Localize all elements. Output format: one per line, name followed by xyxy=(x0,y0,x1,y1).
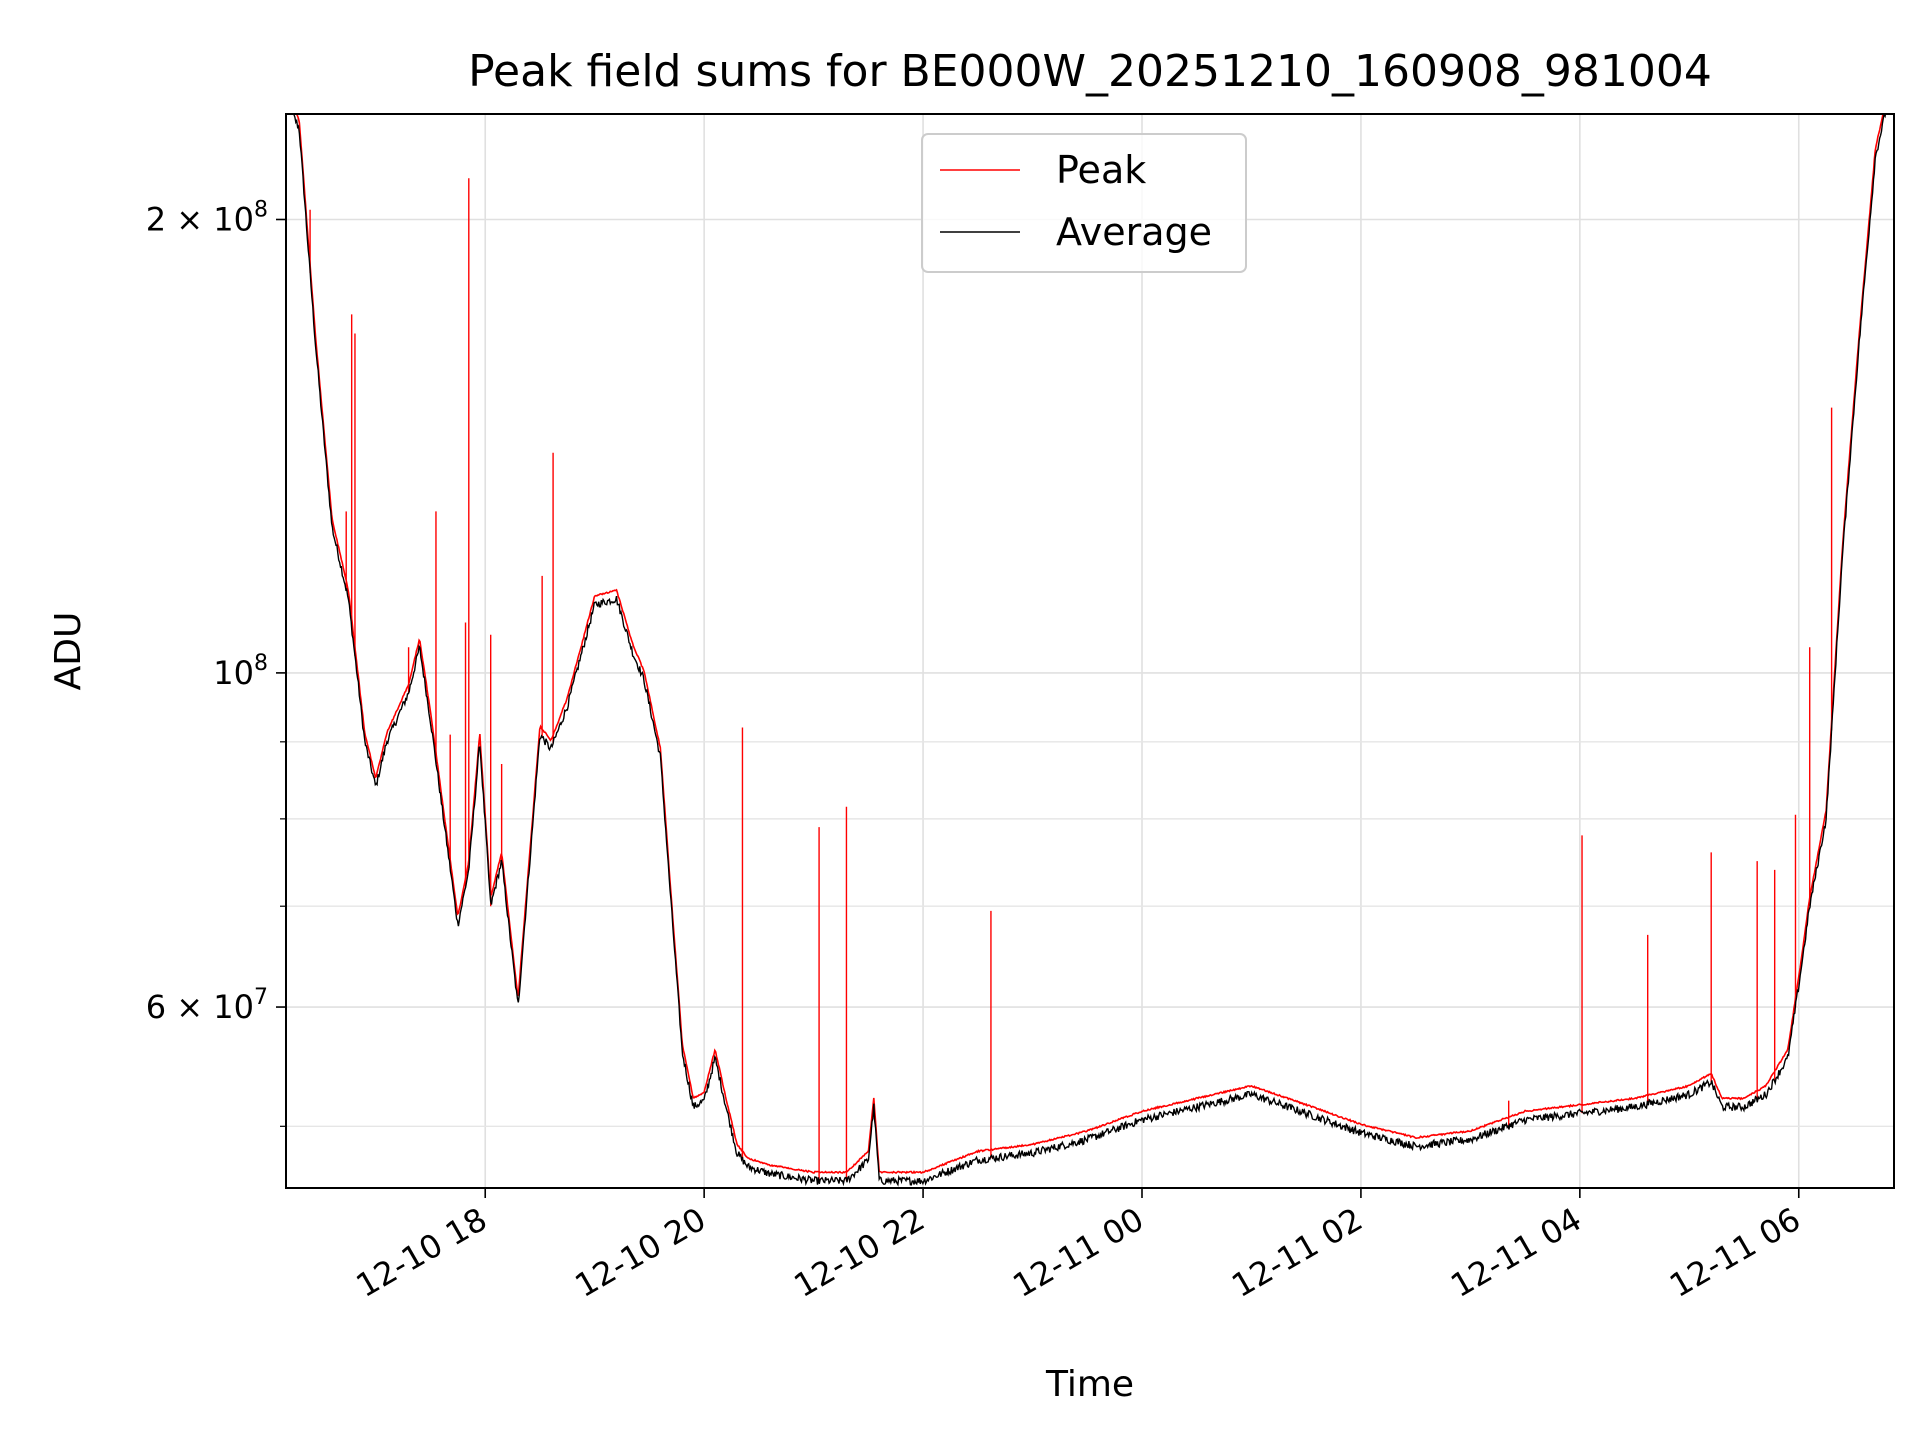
x-tick-label: 12-11 00 xyxy=(1006,1200,1150,1305)
x-tick-label: 12-10 22 xyxy=(787,1200,931,1305)
legend-average-label: Average xyxy=(1056,210,1212,254)
x-axis: 12-10 18 12-10 20 12-10 22 12-11 00 12-11 02… xyxy=(350,1188,1807,1305)
legend-box xyxy=(921,133,1247,273)
chart-title: Peak field sums for BE000W_20251210_1609… xyxy=(468,46,1712,97)
peak-series-line xyxy=(295,114,1884,1175)
x-tick-label: 12-10 20 xyxy=(569,1200,713,1305)
x-tick-label: 12-11 04 xyxy=(1444,1200,1588,1305)
plot-area xyxy=(285,113,1895,1189)
average-series-line xyxy=(290,114,1887,1187)
peak-spikes xyxy=(309,178,1833,1181)
x-tick-label: 12-11 02 xyxy=(1225,1200,1369,1305)
x-tick-label: 12-10 18 xyxy=(350,1200,494,1305)
x-axis-label: Time xyxy=(1045,1364,1134,1405)
y-axis: 2 × 108 108 6 × 107 xyxy=(146,197,286,1127)
y-tick-label: 6 × 107 xyxy=(146,985,268,1026)
legend-peak-label: Peak xyxy=(1056,148,1146,192)
grid xyxy=(286,114,1894,1188)
y-tick-label: 2 × 108 xyxy=(146,197,268,238)
y-axis-label: ADU xyxy=(48,612,89,691)
y-tick-label: 108 xyxy=(213,651,268,692)
x-tick-label: 12-11 06 xyxy=(1663,1200,1807,1305)
legend: Peak Average xyxy=(921,133,1247,273)
